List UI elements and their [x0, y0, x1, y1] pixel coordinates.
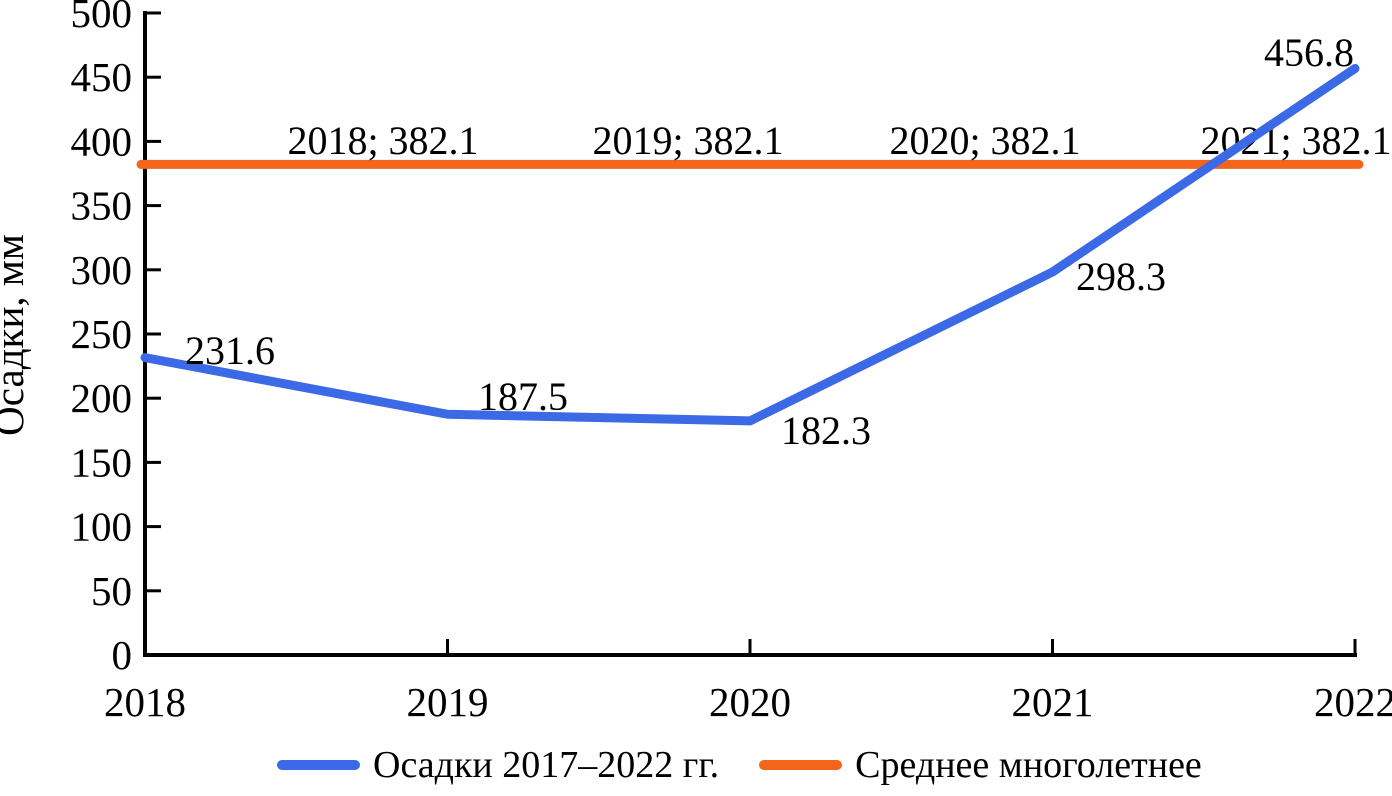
legend-item-longterm-mean: Среднее многолетнее — [759, 746, 1202, 784]
y-tick-label: 400 — [71, 118, 133, 164]
y-tick-label: 500 — [71, 0, 133, 36]
x-tick-label: 2018 — [104, 679, 186, 725]
x-tick-label: 2022 — [1314, 679, 1392, 725]
longterm-mean-series-swatch — [759, 760, 843, 770]
precipitation-data-label: 231.6 — [185, 328, 275, 373]
mean-line-data-label: 2019; 382.1 — [592, 118, 783, 163]
y-tick-label: 450 — [71, 54, 133, 100]
precipitation-series-label: Осадки 2017–2022 гг. — [373, 744, 720, 786]
y-tick-label: 200 — [71, 375, 133, 421]
precipitation-data-label: 187.5 — [478, 374, 568, 419]
chart-legend: Осадки 2017–2022 гг. Среднее многолетнее — [277, 742, 1202, 788]
y-tick-label: 100 — [71, 504, 133, 550]
mean-line-data-label: 2018; 382.1 — [287, 118, 478, 163]
legend-item-precipitation: Осадки 2017–2022 гг. — [277, 746, 719, 784]
y-tick-label: 300 — [71, 247, 133, 293]
precipitation-data-label: 182.3 — [781, 408, 871, 453]
y-tick-label: 350 — [71, 183, 133, 229]
mean-line-data-label: 2020; 382.1 — [889, 118, 1080, 163]
x-tick-label: 2020 — [709, 679, 791, 725]
x-tick-label: 2021 — [1012, 679, 1094, 725]
x-tick-label: 2019 — [407, 679, 489, 725]
longterm-mean-series-label: Среднее многолетнее — [855, 744, 1202, 786]
y-tick-label: 0 — [112, 632, 133, 678]
precipitation-line — [140, 63, 1360, 426]
y-axis-title: Осадки, мм — [0, 234, 32, 436]
y-tick-label: 50 — [91, 568, 132, 614]
precipitation-series-swatch — [277, 760, 360, 770]
precipitation-data-label: 456.8 — [1264, 30, 1354, 75]
precipitation-data-label: 298.3 — [1076, 254, 1166, 299]
y-tick-label: 250 — [71, 311, 133, 357]
y-tick-label: 150 — [71, 439, 133, 485]
